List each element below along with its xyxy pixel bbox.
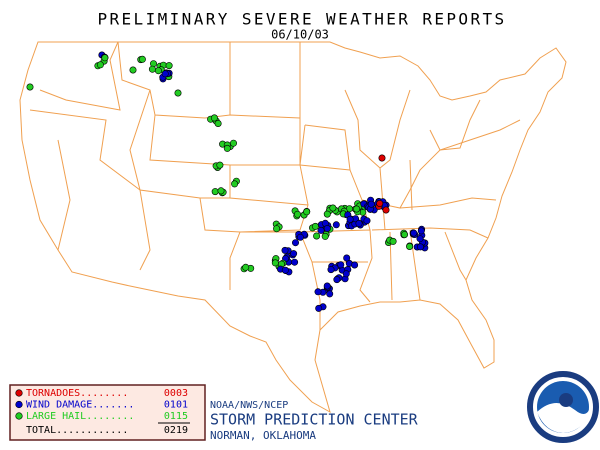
report-dot <box>382 206 390 214</box>
report-dot <box>323 282 331 290</box>
report-dot <box>129 66 137 74</box>
date: 06/10/03 <box>271 28 329 42</box>
report-dot <box>291 239 299 247</box>
report-dot <box>410 229 418 237</box>
report-dot <box>230 139 238 147</box>
report-dot <box>329 204 337 212</box>
center: STORM PREDICTION CENTER <box>210 411 419 429</box>
report-dot <box>389 237 397 245</box>
report-dot <box>333 276 341 284</box>
report-dot <box>303 208 311 216</box>
legend-label: TORNADOES........ <box>26 388 128 399</box>
report-dot <box>290 250 298 258</box>
report-dot <box>343 254 351 262</box>
report-dot <box>242 263 250 271</box>
legend-dot <box>15 389 23 397</box>
report-dot <box>346 215 354 223</box>
report-dot <box>154 67 162 75</box>
report-dot <box>311 222 319 230</box>
report-dot <box>378 154 386 162</box>
report-dot <box>101 54 109 62</box>
report-dot <box>211 188 219 196</box>
report-dot <box>174 89 182 97</box>
report-dot <box>217 187 225 195</box>
report-dot <box>353 205 361 213</box>
report-dot <box>321 232 329 240</box>
report-dot <box>332 221 340 229</box>
legend-count: 0101 <box>164 400 188 411</box>
report-dot <box>148 65 156 73</box>
report-dot <box>351 261 359 269</box>
legend-background <box>9 384 206 441</box>
legend-count: 0003 <box>164 388 188 399</box>
legend-count: 0115 <box>164 411 188 422</box>
report-dot <box>400 231 408 239</box>
report-dot <box>296 233 304 241</box>
report-dot <box>281 266 289 274</box>
report-dot <box>416 235 424 243</box>
report-dot <box>406 243 414 251</box>
title: PRELIMINARY SEVERE WEATHER REPORTS <box>97 10 506 29</box>
report-dot <box>367 200 375 208</box>
total-count: 0219 <box>164 425 188 436</box>
report-dot <box>342 270 350 278</box>
report-dot <box>291 258 299 266</box>
report-dot <box>363 217 371 225</box>
report-dot <box>161 70 169 78</box>
report-dot <box>323 225 331 233</box>
report-dot <box>417 227 425 235</box>
total-label: TOTAL............ <box>26 425 128 436</box>
report-dot <box>293 210 301 218</box>
report-dot <box>326 290 334 298</box>
legend-label: LARGE HAIL........ <box>26 411 134 422</box>
report-dot <box>313 232 321 240</box>
report-dot <box>231 180 239 188</box>
report-dot <box>416 243 424 251</box>
report-dot <box>216 161 224 169</box>
report-dot <box>214 120 222 128</box>
legend-dot <box>15 400 23 409</box>
report-dot <box>327 266 335 274</box>
report-dot <box>323 210 331 218</box>
report-dot <box>355 219 363 227</box>
report-dot <box>317 226 325 234</box>
report-dots <box>26 51 429 312</box>
report-dot <box>210 114 218 122</box>
us-map <box>19 41 567 414</box>
report-dot <box>376 200 384 208</box>
report-dot <box>337 261 345 269</box>
location: NORMAN, OKLAHOMA <box>210 429 316 442</box>
report-dot <box>314 288 322 296</box>
report-dot <box>165 62 173 70</box>
noaa-logo <box>527 371 599 443</box>
report-dot <box>271 259 279 267</box>
legend-box <box>9 384 206 441</box>
agency: NOAA/NWS/NCEP <box>210 400 288 411</box>
report-dot <box>281 246 289 254</box>
legend-dot <box>15 412 23 420</box>
report-dot <box>315 304 323 312</box>
report-dot <box>223 144 231 152</box>
report-dot <box>273 225 281 233</box>
report-dot <box>26 83 34 91</box>
legend-label: WIND DAMAGE....... <box>26 400 134 411</box>
report-dot <box>96 61 104 69</box>
report-dot <box>138 55 146 63</box>
legend: TORNADOES........ 0003 WIND DAMAGE....... 0… <box>15 388 190 436</box>
